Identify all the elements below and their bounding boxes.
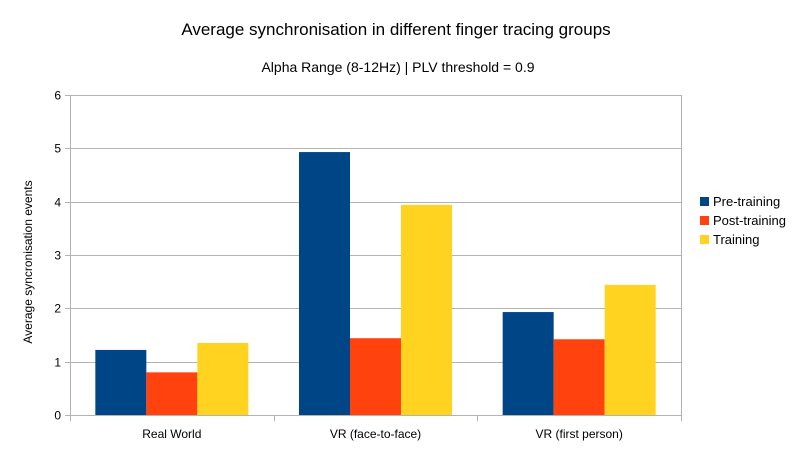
x-tick-label-2: VR (face-to-face): [330, 427, 421, 441]
legend-label-2: Post-training: [713, 213, 786, 228]
y-tick-label-6: 6: [54, 89, 61, 103]
x-tick-label-3: VR (first person): [535, 427, 622, 441]
x-tick-label-1: Real World: [142, 427, 201, 441]
legend-swatch-1: [700, 197, 709, 206]
bar-1-3: [502, 312, 554, 415]
bar-2-2: [350, 338, 401, 415]
y-tick-label-4: 4: [54, 196, 61, 210]
y-tick-label-0: 0: [54, 409, 61, 423]
legend-swatch-3: [700, 235, 709, 244]
legend-label-3: Training: [713, 232, 759, 247]
y-tick-label-5: 5: [54, 142, 61, 156]
chart-title: Average synchronisation in different fin…: [181, 20, 610, 39]
tick-labels: 0 1 2 3 4 5 6 Real World VR (face-to-face) VR (fi…: [54, 89, 623, 442]
gridlines: [70, 95, 681, 363]
bar-3-3: [604, 284, 656, 415]
bar-2-1: [146, 372, 198, 415]
y-tick-label-2: 2: [54, 302, 61, 316]
legend-swatch-2: [700, 216, 709, 225]
y-axis-label: Average syncronisation events: [21, 180, 35, 343]
legend: Pre-training Post-training Training: [700, 194, 786, 247]
bar-1-1: [95, 349, 147, 415]
y-tick-label-1: 1: [54, 356, 61, 370]
axes: [65, 95, 682, 421]
legend-label-1: Pre-training: [713, 194, 780, 209]
bar-1-2: [299, 152, 350, 416]
bar-3-1: [197, 343, 249, 415]
bar-2-3: [553, 339, 605, 415]
chart-subtitle: Alpha Range (8-12Hz) | PLV threshold = 0…: [261, 59, 534, 75]
bars: [95, 152, 656, 416]
bar-3-2: [401, 204, 452, 415]
y-tick-label-3: 3: [54, 249, 61, 263]
